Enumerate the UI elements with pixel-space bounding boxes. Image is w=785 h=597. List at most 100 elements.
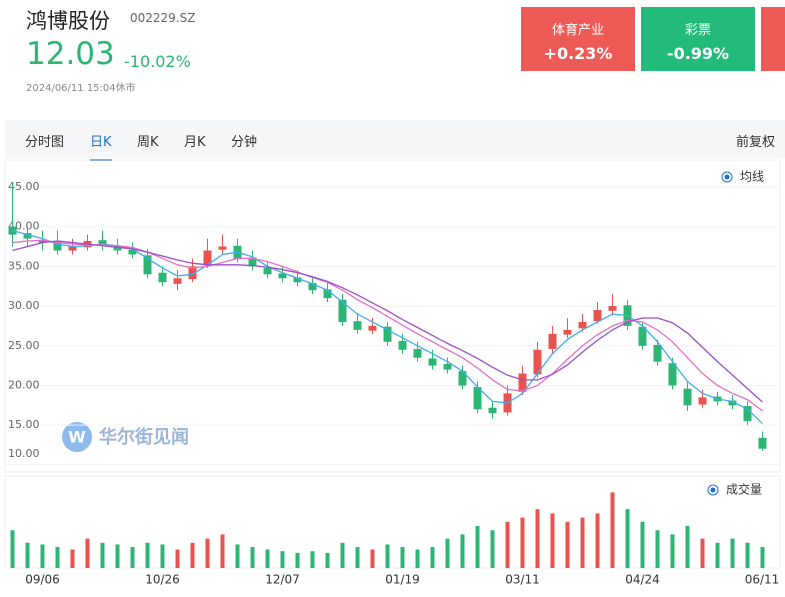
x-tick-label: 04/24 [625,573,660,587]
volume-bar [565,521,570,568]
volume-bar [670,534,675,568]
candle-body [743,406,752,422]
x-tick-label: 09/06 [25,573,60,587]
volume-bar [55,547,60,568]
volume-bar [160,544,165,568]
candle-body [443,364,452,370]
sector-change: +0.23% [543,44,613,63]
stock-code: 002229.SZ [130,11,196,25]
radio[interactable] [721,171,733,183]
volume-bar [370,549,375,568]
radio[interactable] [707,484,719,496]
candle-body [398,341,407,350]
y-tick-label: 45.00 [8,180,40,193]
volume-bar [175,549,180,568]
volume-bar [490,530,495,568]
candle-body [563,329,572,335]
volume-bar [535,509,540,568]
volume-bar [595,513,600,568]
candle-body [143,255,152,275]
price-panel [4,159,781,473]
candle-body [683,388,692,406]
candle-body [758,437,767,449]
sector-name: 体育产业 [551,23,604,38]
candle-body [68,246,77,251]
tab[interactable]: 周K [137,135,159,150]
candle-body [428,358,437,366]
candle-body [578,321,587,329]
volume-bar [70,549,75,568]
volume-bar [25,542,30,568]
volume-bar [325,552,330,568]
volume-bar [475,526,480,568]
candle-body [488,407,497,414]
volume-bar [340,542,345,568]
candle-body [98,240,107,245]
candle-body [458,371,467,386]
y-tick-label: 10.00 [8,447,40,460]
candle-body [608,306,617,311]
volume-legend: 成交量 [726,482,762,497]
volume-bar [505,521,510,568]
watermark-logo-letter: W [68,428,86,447]
candle-body [113,245,122,251]
y-tick-label: 35.00 [8,259,40,272]
candle-body [218,246,227,250]
candle-body [653,344,662,362]
candle-body [128,249,137,255]
candle-body [338,299,347,322]
radio-dot [724,174,730,180]
sector-card[interactable] [761,7,785,71]
volume-bar [460,534,465,568]
candle-body [323,289,332,299]
candle-body [368,325,377,331]
volume-bar [220,534,225,568]
volume-bar [745,542,750,568]
candle-body [668,363,677,386]
candle-body [638,326,647,346]
candle-body [23,233,32,239]
tab[interactable]: 分钟 [231,135,258,150]
volume-bar [85,538,90,568]
sector-name: 彩票 [684,23,711,38]
volume-bar [205,538,210,568]
volume-bar [280,551,285,568]
ma-line [12,240,763,403]
candle-body [263,267,272,275]
volume-bar [730,538,735,568]
y-tick-label: 15.00 [8,418,40,431]
price: 12.03 [26,36,115,72]
sector-card[interactable]: 体育产业 +0.23% [521,7,635,71]
volume-bar [250,547,255,568]
volume-bar [115,544,120,568]
x-tick-label: 10/26 [145,573,180,587]
volume-bar [700,538,705,568]
volume-bar [295,552,300,568]
candle-body [593,310,602,322]
adjust-toggle[interactable]: 前复权 [735,135,775,150]
y-tick-label: 25.00 [8,339,40,352]
tab[interactable]: 分时图 [25,135,65,150]
y-tick-label: 20.00 [8,378,40,391]
volume-bar [235,544,240,568]
volume-bar [655,530,660,568]
tab-bar: 分时图 日K 周K 月K 分钟 前复权 [5,120,785,161]
candle-body [728,400,737,406]
volume-bar [265,549,270,568]
sector-card[interactable]: 彩票 -0.99% [641,7,755,71]
volume-panel [4,475,781,569]
volume-bar [130,547,135,568]
volume-bar [430,547,435,568]
volume-bar [10,530,15,568]
stock-name: 鸿博股份 [26,9,110,33]
tab[interactable]: 月K [184,135,206,150]
ma-line [12,230,763,425]
candle-body [173,278,182,284]
volume-bar [40,544,45,568]
candle-body [383,326,392,342]
candle-body [158,272,167,283]
watermark-logo [62,422,92,452]
ma-legend: 均线 [740,170,764,184]
candle-body [248,257,257,267]
